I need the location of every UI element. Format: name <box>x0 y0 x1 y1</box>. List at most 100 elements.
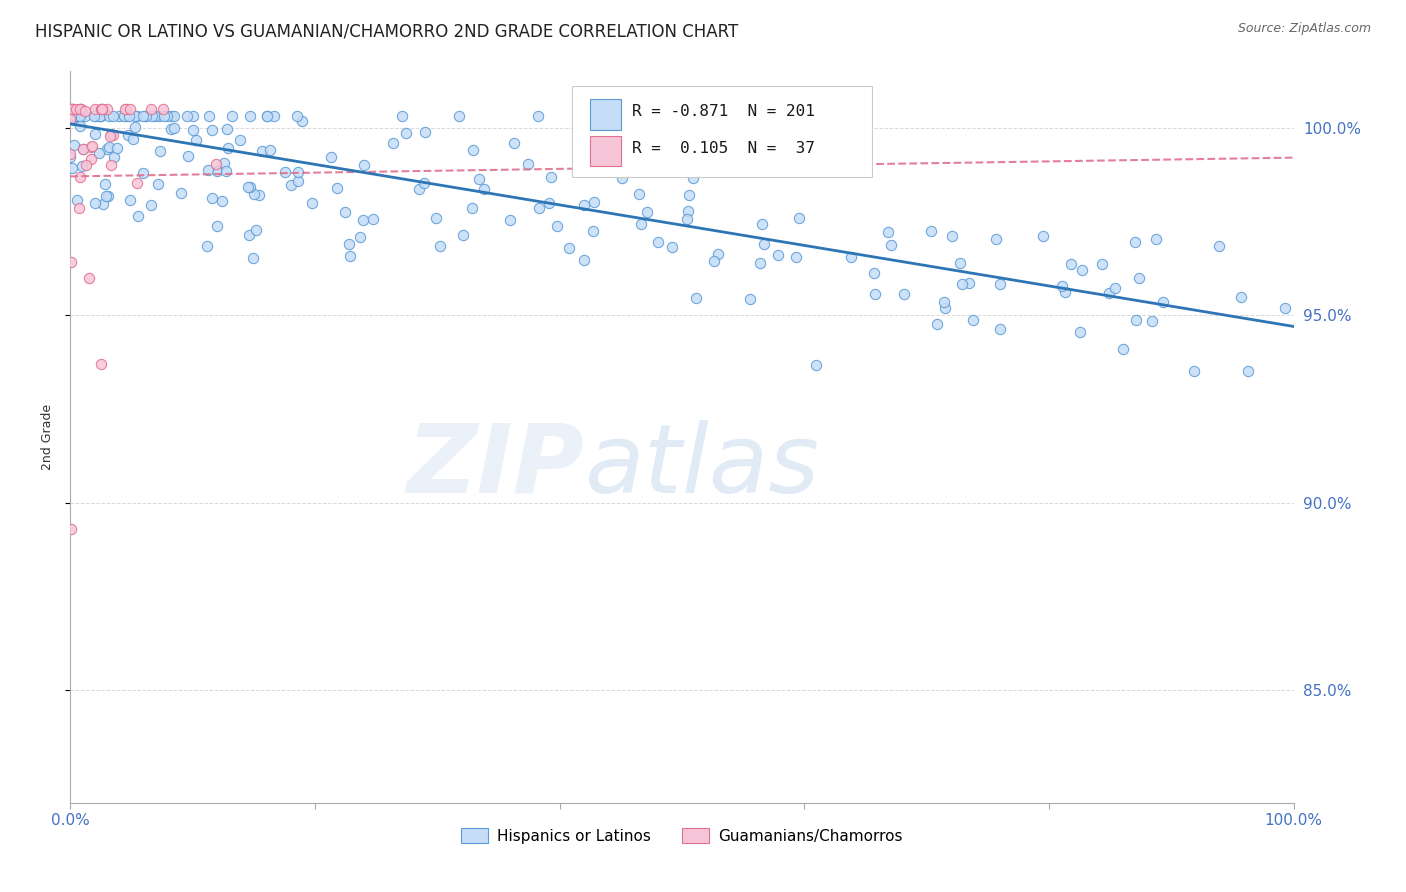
Point <box>256 109 278 123</box>
Point <box>647 235 669 249</box>
Point <box>90 357 112 371</box>
Point <box>153 109 176 123</box>
Point <box>291 114 314 128</box>
Point <box>863 286 886 301</box>
Point <box>538 196 561 211</box>
Point <box>256 109 278 123</box>
Point <box>242 252 264 266</box>
Point <box>934 301 956 315</box>
Point <box>1208 239 1230 253</box>
FancyBboxPatch shape <box>572 86 872 178</box>
Point <box>117 128 139 142</box>
Point <box>247 188 270 202</box>
Point <box>661 240 683 254</box>
Point <box>1182 364 1205 378</box>
Point <box>1144 232 1167 246</box>
Point <box>787 211 810 225</box>
Point <box>391 109 413 123</box>
Point <box>201 123 224 137</box>
Point <box>132 166 155 180</box>
Point <box>201 191 224 205</box>
Point <box>176 109 198 123</box>
Point <box>212 156 235 170</box>
Point <box>263 109 285 123</box>
Point <box>205 157 228 171</box>
Point <box>87 109 110 123</box>
Point <box>80 139 103 153</box>
Point <box>73 109 96 123</box>
Point <box>59 112 82 127</box>
Point <box>90 102 112 116</box>
Point <box>73 103 96 118</box>
Point <box>152 102 174 116</box>
Point <box>949 256 972 270</box>
Point <box>211 194 233 208</box>
Point <box>149 145 172 159</box>
Point <box>134 109 156 123</box>
Point <box>984 232 1007 246</box>
Text: HISPANIC OR LATINO VS GUAMANIAN/CHAMORRO 2ND GRADE CORRELATION CHART: HISPANIC OR LATINO VS GUAMANIAN/CHAMORRO… <box>35 22 738 40</box>
Point <box>207 164 229 178</box>
Point <box>62 112 84 126</box>
Point <box>100 127 122 141</box>
Point <box>768 247 790 261</box>
Point <box>349 230 371 244</box>
Point <box>468 172 491 186</box>
Text: Source: ZipAtlas.com: Source: ZipAtlas.com <box>1237 22 1371 36</box>
Point <box>463 143 485 157</box>
Point <box>59 109 82 123</box>
Point <box>1070 263 1092 277</box>
Point <box>90 102 112 116</box>
Point <box>238 227 260 242</box>
Point <box>516 157 538 171</box>
Point <box>183 122 205 136</box>
Point <box>59 254 82 268</box>
Point <box>893 287 915 301</box>
Point <box>96 142 118 156</box>
Point <box>326 181 349 195</box>
Point <box>461 201 484 215</box>
Point <box>112 109 135 123</box>
Point <box>1125 313 1147 327</box>
Point <box>69 102 91 116</box>
Point <box>319 150 342 164</box>
Point <box>1054 285 1077 300</box>
Point <box>135 109 157 123</box>
Point <box>287 174 309 188</box>
Point <box>572 197 595 211</box>
Point <box>60 102 83 116</box>
Point <box>627 186 650 201</box>
Point <box>75 158 97 172</box>
Point <box>449 109 471 123</box>
Point <box>69 102 91 116</box>
Point <box>540 170 562 185</box>
Point <box>86 109 108 123</box>
Point <box>148 177 170 191</box>
Point <box>785 250 807 264</box>
Point <box>105 141 128 155</box>
Point <box>245 223 267 237</box>
Point <box>740 292 762 306</box>
Point <box>197 163 219 178</box>
Point <box>238 180 260 194</box>
Point <box>880 237 903 252</box>
Point <box>395 126 418 140</box>
Point <box>91 197 114 211</box>
Point <box>115 102 138 116</box>
Point <box>114 102 136 116</box>
Point <box>83 109 105 123</box>
Point <box>98 109 121 123</box>
Point <box>382 136 405 151</box>
Point <box>141 102 163 116</box>
Point <box>472 182 495 196</box>
Point <box>62 137 84 152</box>
Point <box>67 109 90 123</box>
Point <box>101 128 124 143</box>
Point <box>1060 257 1083 271</box>
Point <box>66 194 89 208</box>
Point <box>127 209 149 223</box>
Point <box>1237 364 1260 378</box>
Point <box>89 109 111 123</box>
Point <box>94 188 117 202</box>
Point <box>333 205 356 219</box>
